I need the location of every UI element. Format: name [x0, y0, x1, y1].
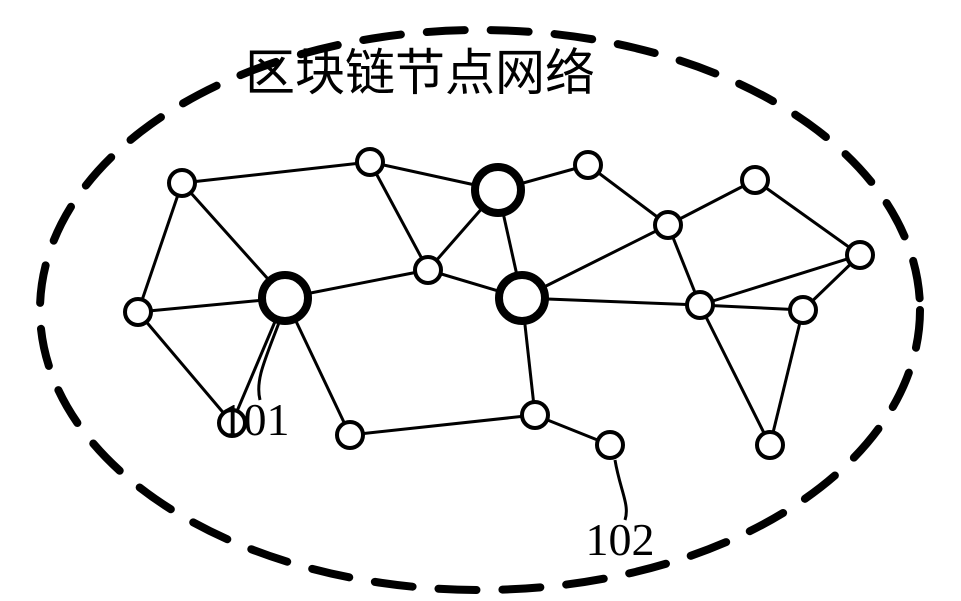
network-node: [522, 402, 548, 428]
network-node-major: [262, 275, 308, 321]
network-node: [337, 422, 363, 448]
network-node: [847, 242, 873, 268]
network-node: [415, 257, 441, 283]
network-node: [687, 292, 713, 318]
diagram-title: 区块链节点网络: [245, 45, 595, 101]
network-node-major: [499, 275, 545, 321]
callout-label: 101: [221, 394, 290, 445]
network-node: [655, 212, 681, 238]
network-node: [357, 149, 383, 175]
network-node-major: [475, 167, 521, 213]
network-node: [125, 299, 151, 325]
network-node: [742, 167, 768, 193]
network-node: [790, 297, 816, 323]
callout-label: 102: [586, 514, 655, 565]
network-diagram: 区块链节点网络 101 102: [0, 0, 961, 601]
network-node: [575, 152, 601, 178]
network-node: [169, 170, 195, 196]
network-node: [597, 432, 623, 458]
network-node: [757, 432, 783, 458]
